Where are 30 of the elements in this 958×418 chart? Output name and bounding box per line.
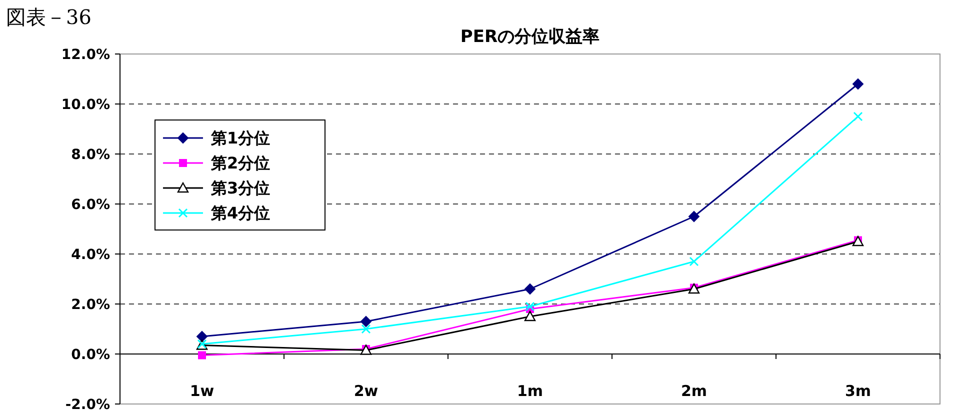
- legend-label: 第1分位: [210, 128, 270, 148]
- y-tick-label: 6.0%: [71, 196, 110, 213]
- y-tick-label: 2.0%: [71, 296, 110, 313]
- point: [688, 211, 700, 222]
- point: [524, 284, 536, 294]
- y-tick-label: 8.0%: [71, 146, 110, 163]
- point: [361, 324, 371, 334]
- y-tick-label: 4.0%: [71, 246, 110, 263]
- x-tick-label: 1m: [516, 382, 544, 400]
- chart-title: PERの分位収益率: [460, 27, 600, 47]
- y-tick-label: -2.0%: [65, 396, 110, 413]
- y-tick-label: 0.0%: [71, 346, 110, 363]
- point: [196, 331, 208, 342]
- y-tick-label: 12.0%: [61, 46, 110, 63]
- point: [525, 302, 535, 312]
- y-tick-label: 10.0%: [61, 96, 110, 113]
- x-tick-label: 3m: [844, 382, 872, 400]
- legend-label: 第4分位: [210, 204, 270, 223]
- legend-label: 第2分位: [210, 154, 270, 173]
- text: 図表－36: [6, 5, 92, 29]
- point: [524, 310, 536, 322]
- x-tick-label: 1w: [190, 382, 214, 400]
- point: [198, 351, 206, 360]
- legend-label: 第3分位: [210, 178, 270, 198]
- point: [689, 256, 699, 266]
- x-tick-label: 2w: [354, 382, 378, 400]
- point: [853, 112, 863, 122]
- point: [852, 78, 864, 90]
- point: [360, 316, 372, 327]
- x-tick-label: 2m: [680, 382, 708, 400]
